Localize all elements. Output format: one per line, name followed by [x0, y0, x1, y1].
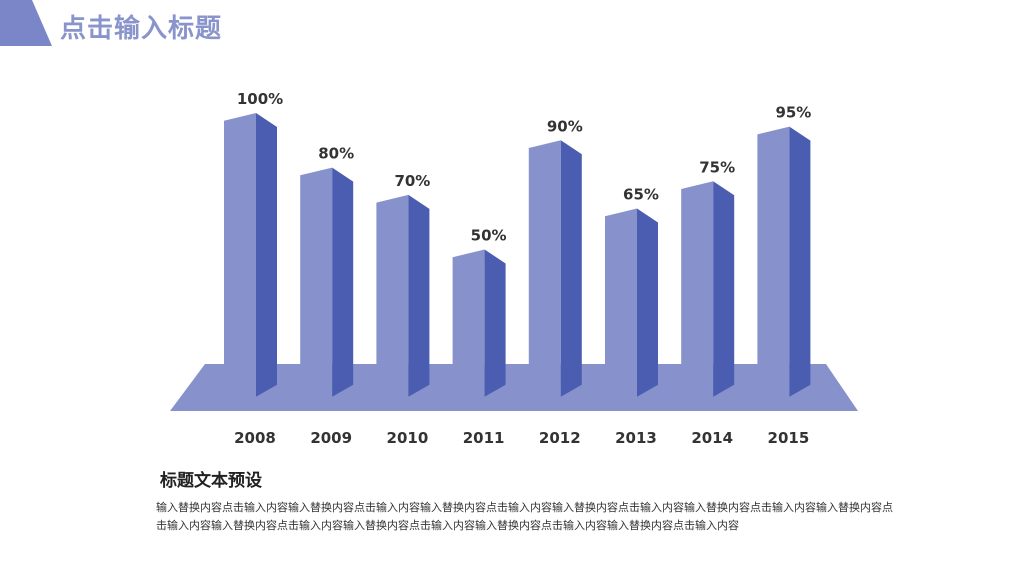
- bar-value-label: 50%: [471, 227, 507, 245]
- bar-side: [637, 208, 658, 397]
- section-body-text: 输入替换内容点击输入内容输入替换内容点击输入内容输入替换内容点击输入内容输入替换…: [156, 501, 893, 532]
- page-title: 点击输入标题: [60, 14, 223, 44]
- bar-side: [332, 167, 354, 397]
- bar-chart: 100% 2008 80% 2009 70% 2010 50% 2011 90% 2012 65% 2…: [170, 90, 858, 447]
- x-tick-label: 2008: [234, 429, 276, 447]
- bar-side: [484, 249, 506, 397]
- x-tick-label: 2012: [539, 429, 581, 447]
- bar-value-label: 80%: [318, 145, 354, 163]
- bar-side: [256, 113, 277, 397]
- bar-side: [408, 194, 430, 397]
- x-tick-label: 2009: [310, 429, 352, 447]
- bar-front: [681, 181, 714, 389]
- bar-side: [713, 181, 735, 397]
- header-accent-shape: [0, 0, 52, 46]
- x-tick-label: 2011: [463, 429, 505, 447]
- bar-front: [528, 140, 561, 389]
- bar-front: [224, 113, 256, 389]
- bars-group: 100% 2008 80% 2009 70% 2010 50% 2011 90% 2012 65% 2…: [224, 90, 811, 447]
- bar-front: [376, 194, 409, 389]
- bar-value-label: 95%: [775, 104, 811, 122]
- bar-value-label: 75%: [699, 158, 735, 176]
- bar-front: [605, 208, 637, 389]
- section-title: 标题文本预设: [160, 471, 262, 491]
- bar-value-label: 100%: [237, 90, 283, 108]
- bar-value-label: 90%: [547, 117, 583, 135]
- x-tick-label: 2015: [768, 429, 810, 447]
- bar-front: [452, 249, 485, 389]
- x-tick-label: 2014: [691, 429, 733, 447]
- bar-value-label: 65%: [623, 186, 659, 204]
- bar-front: [300, 167, 333, 389]
- bar-side: [560, 140, 582, 397]
- bar-front: [757, 126, 790, 389]
- x-tick-label: 2010: [387, 429, 429, 447]
- x-tick-label: 2013: [615, 429, 657, 447]
- bar-value-label: 70%: [394, 172, 430, 190]
- bar-side: [789, 126, 811, 397]
